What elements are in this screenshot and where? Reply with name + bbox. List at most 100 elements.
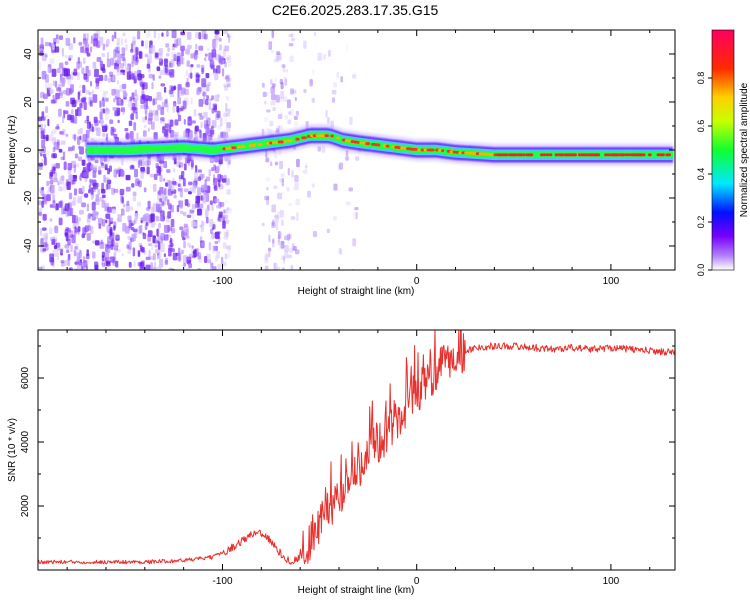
spectrogram-ridge-core — [475, 152, 480, 156]
spectrogram-noise-cell — [204, 58, 208, 63]
spectrogram-noise-cell — [185, 128, 191, 133]
spectrogram-noise-cell — [150, 255, 154, 261]
spectrogram-noise-cell — [138, 159, 142, 167]
spectrogram-noise-cell — [290, 88, 294, 95]
spectrogram-noise-cell — [92, 182, 98, 190]
spectrogram-noise-cell — [148, 112, 153, 121]
spectrogram-noise-cell — [55, 126, 60, 130]
spectrogram-noise-cell — [208, 102, 212, 110]
spectrogram-noise-cell — [209, 218, 214, 228]
spectrogram-noise-cell — [143, 187, 147, 193]
spectrogram-noise-cell — [116, 80, 120, 85]
spectrogram-noise-cell — [206, 253, 211, 262]
spectrogram-noise-cell — [352, 211, 358, 220]
spectrogram-noise-cell — [288, 111, 292, 115]
spectrogram-noise-cell — [148, 249, 151, 258]
spectrogram-noise-cell — [218, 201, 222, 209]
spectrogram-noise-cell — [280, 240, 285, 249]
spectrogram-noise-cell — [205, 84, 210, 92]
spectrogram-noise-cell — [190, 159, 194, 168]
spectrogram-noise-cell — [155, 248, 161, 254]
spectrogram-noise-cell — [40, 238, 44, 247]
spectrogram-noise-cell — [296, 212, 299, 222]
spectrogram-noise-cell — [180, 105, 185, 111]
spectrogram-noise-cell — [291, 33, 294, 38]
spectrogram-noise-cell — [89, 178, 93, 183]
spectrogram-noise-cell — [163, 178, 166, 182]
spectrogram-noise-cell — [104, 177, 110, 184]
spectrogram-ridge-core — [295, 137, 300, 141]
spectrogram-ridge-core — [513, 153, 518, 157]
spectrogram-noise-cell — [109, 119, 114, 125]
spectrogram-noise-cell — [115, 89, 120, 99]
spectrogram-noise-cell — [283, 256, 286, 264]
spectrogram-ridge-core — [542, 153, 547, 157]
spectrogram-noise-cell — [106, 225, 111, 233]
spectrogram-noise-cell — [92, 94, 98, 103]
spectrogram-noise-cell — [65, 249, 70, 254]
spectrogram-ridge-core — [274, 140, 279, 144]
spectrogram-noise-cell — [125, 186, 131, 192]
spectrogram-noise-cell — [176, 252, 182, 261]
spectrogram-noise-cell — [195, 195, 201, 204]
spectrogram-noise-cell — [53, 153, 57, 159]
spectrogram-noise-cell — [129, 96, 133, 102]
spectrogram-noise-cell — [41, 70, 47, 80]
colorbar-tick-label: 0.2 — [696, 216, 706, 229]
spectrogram-noise-cell — [54, 205, 59, 210]
spectrogram-noise-cell — [186, 60, 190, 67]
spectrogram-noise-cell — [216, 65, 221, 74]
spectrogram-noise-cell — [90, 91, 94, 96]
spectrogram-noise-cell — [223, 117, 228, 124]
spectrogram-ridge-core — [627, 153, 632, 157]
spectrogram-noise-cell — [50, 183, 53, 188]
spectrogram-ridge-core — [385, 144, 390, 148]
spectrogram-noise-cell — [43, 115, 49, 119]
spectrogram-noise-cell — [122, 32, 126, 37]
spectrogram-noise-cell — [79, 135, 82, 141]
spectrogram-noise-cell — [134, 70, 137, 79]
spectrogram-noise-cell — [272, 239, 275, 248]
spectrogram-noise-cell — [68, 146, 73, 152]
spectrogram-ridge-core — [505, 153, 509, 157]
spectrogram-noise-cell — [79, 250, 82, 259]
spectrogram-noise-cell — [52, 137, 57, 146]
spectrogram-noise-cell — [104, 252, 109, 262]
spectrogram-noise-cell — [167, 47, 170, 52]
spectrogram-noise-cell — [352, 74, 357, 79]
spectrogram-noise-cell — [66, 244, 71, 250]
spectrogram-noise-cell — [128, 206, 134, 211]
spectrogram-noise-cell — [265, 92, 270, 96]
spectrogram-noise-cell — [168, 267, 173, 270]
spectrogram-noise-cell — [126, 244, 130, 249]
spectrogram-noise-cell — [107, 168, 111, 175]
colorbar-tick-label: 0.6 — [696, 120, 706, 133]
spectrogram-noise-cell — [51, 44, 55, 51]
spectrogram-noise-cell — [77, 196, 83, 204]
spectrogram-noise-cell — [190, 97, 193, 105]
spectrogram-noise-cell — [160, 233, 165, 241]
spectrogram-noise-cell — [66, 208, 72, 217]
spectrogram-noise-cell — [91, 126, 95, 133]
spectrogram-noise-cell — [261, 82, 265, 88]
spectrogram-noise-cell — [288, 265, 293, 270]
spectrogram-noise-cell — [279, 210, 284, 218]
spectrogram-noise-cell — [134, 213, 138, 222]
spectrogram-noise-cell — [156, 227, 160, 237]
spectrogram-noise-cell — [333, 81, 337, 88]
spectrogram-noise-cell — [45, 106, 49, 114]
spectrogram-noise-cell — [145, 40, 148, 49]
spectrogram-ridge-core — [286, 139, 291, 143]
spectrogram-noise-cell — [213, 38, 218, 48]
spectrogram-noise-cell — [279, 178, 285, 183]
spectrogram-noise-cell — [77, 61, 82, 68]
spectrogram-noise-cell — [52, 200, 56, 209]
spectrogram-noise-cell — [226, 33, 232, 39]
spectrogram-noise-cell — [94, 126, 99, 132]
spectrogram-ridge-core — [540, 153, 544, 157]
spectrogram-noise-cell — [352, 238, 357, 247]
spectrogram-noise-cell — [263, 117, 269, 123]
spectrogram-noise-cell — [101, 182, 105, 191]
spectrogram-noise-cell — [269, 79, 273, 85]
spectrogram-noise-cell — [38, 200, 43, 206]
